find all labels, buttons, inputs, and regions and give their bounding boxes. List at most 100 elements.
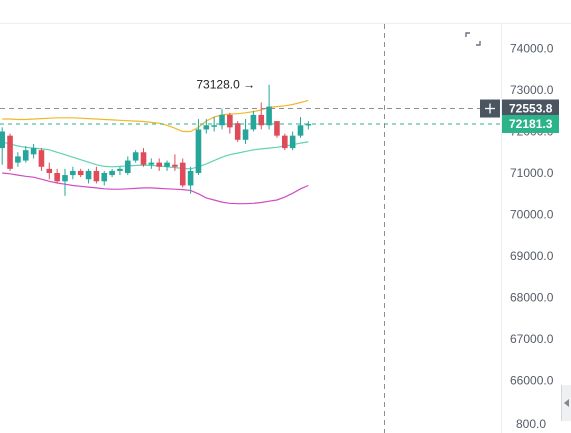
candle-body [172, 164, 178, 167]
candle [179, 158, 186, 188]
candle-body [219, 114, 225, 126]
candle-body [195, 129, 202, 173]
candle-body [125, 160, 131, 173]
candle-body [70, 170, 76, 176]
candle-body [282, 135, 288, 149]
candle [109, 168, 115, 178]
candle [140, 148, 147, 167]
candle [172, 154, 178, 171]
y-tick-label: 68000.0 [510, 291, 554, 305]
candle-body [117, 168, 123, 171]
candle [93, 166, 100, 184]
upper-band-line [2, 99, 309, 133]
candle [297, 116, 304, 138]
candle [101, 170, 108, 186]
candle [203, 119, 210, 134]
candle [125, 156, 131, 176]
candle [62, 168, 68, 196]
candle-body [62, 175, 68, 182]
candles [0, 84, 312, 196]
y-tick-label: 73000.0 [510, 83, 554, 97]
candle [38, 148, 45, 171]
y-tick-label: 70000.0 [510, 208, 554, 222]
svg-text:72181.3: 72181.3 [509, 117, 553, 131]
candle-body [211, 125, 217, 127]
price-lines [0, 108, 502, 125]
candle [30, 143, 37, 159]
crosshair-price-label: 72553.8 [502, 99, 559, 118]
candle [0, 127, 5, 165]
triangle-left-icon [564, 399, 569, 407]
candle [242, 119, 249, 144]
candle-body [148, 162, 155, 165]
candle [7, 133, 13, 171]
candle-body [203, 125, 210, 130]
candle-body [22, 150, 29, 161]
candle [250, 110, 257, 132]
candle-body [234, 123, 241, 140]
candle-body [7, 135, 13, 169]
candle-body [274, 121, 280, 136]
candle-body [0, 131, 5, 149]
candle-body [305, 123, 312, 126]
expand-corners-icon[interactable] [464, 31, 482, 47]
candle-body [54, 173, 60, 182]
candle-body [227, 114, 233, 128]
y-tick-label: 800.0 [516, 417, 546, 431]
lower-band-line [2, 172, 309, 205]
candle-body [242, 129, 249, 140]
plus-icon[interactable] [480, 99, 500, 118]
candle-body [140, 152, 147, 165]
candle [70, 166, 76, 180]
candle-body [297, 125, 304, 136]
y-tick-label: 67000.0 [510, 332, 554, 346]
y-tick-label: 71000.0 [510, 166, 554, 180]
candle-body [109, 170, 115, 176]
candle [15, 152, 21, 167]
candle [22, 146, 29, 163]
candle [234, 121, 241, 142]
scroll-left-button[interactable] [561, 385, 571, 421]
candle [85, 168, 92, 184]
candle [132, 150, 139, 163]
candle [187, 166, 194, 194]
candle [148, 158, 155, 169]
candle [274, 121, 280, 138]
y-tick-label: 69000.0 [510, 249, 554, 263]
candle [219, 108, 225, 130]
candle-body [38, 150, 45, 167]
candle [289, 131, 296, 151]
y-tick-label: 66000.0 [510, 374, 554, 388]
candle [77, 168, 84, 178]
candle-body [164, 162, 170, 167]
high-price-marker: 73128.0 → [196, 78, 255, 92]
y-tick-label: 74000.0 [510, 42, 554, 56]
candle-body [46, 168, 53, 173]
candle [282, 133, 288, 151]
candle [54, 168, 60, 184]
candle-body [258, 114, 265, 126]
candle [156, 158, 162, 171]
candle-body [132, 152, 139, 161]
candle-body [250, 114, 257, 130]
candle-body [179, 162, 186, 186]
candle-body [77, 170, 84, 176]
candle-body [93, 170, 100, 182]
candle [46, 162, 53, 180]
candle-body [30, 148, 37, 155]
candle [258, 102, 265, 130]
svg-text:72553.8: 72553.8 [509, 102, 553, 116]
candle [227, 112, 233, 134]
candle [305, 121, 312, 130]
candle [164, 160, 170, 171]
candle-body [266, 106, 272, 126]
candle [195, 119, 202, 176]
last-price-label: 72181.3 [502, 114, 559, 133]
candle-body [156, 162, 162, 167]
middle-band-line [2, 141, 309, 170]
candle [266, 84, 272, 130]
candle [117, 166, 123, 176]
